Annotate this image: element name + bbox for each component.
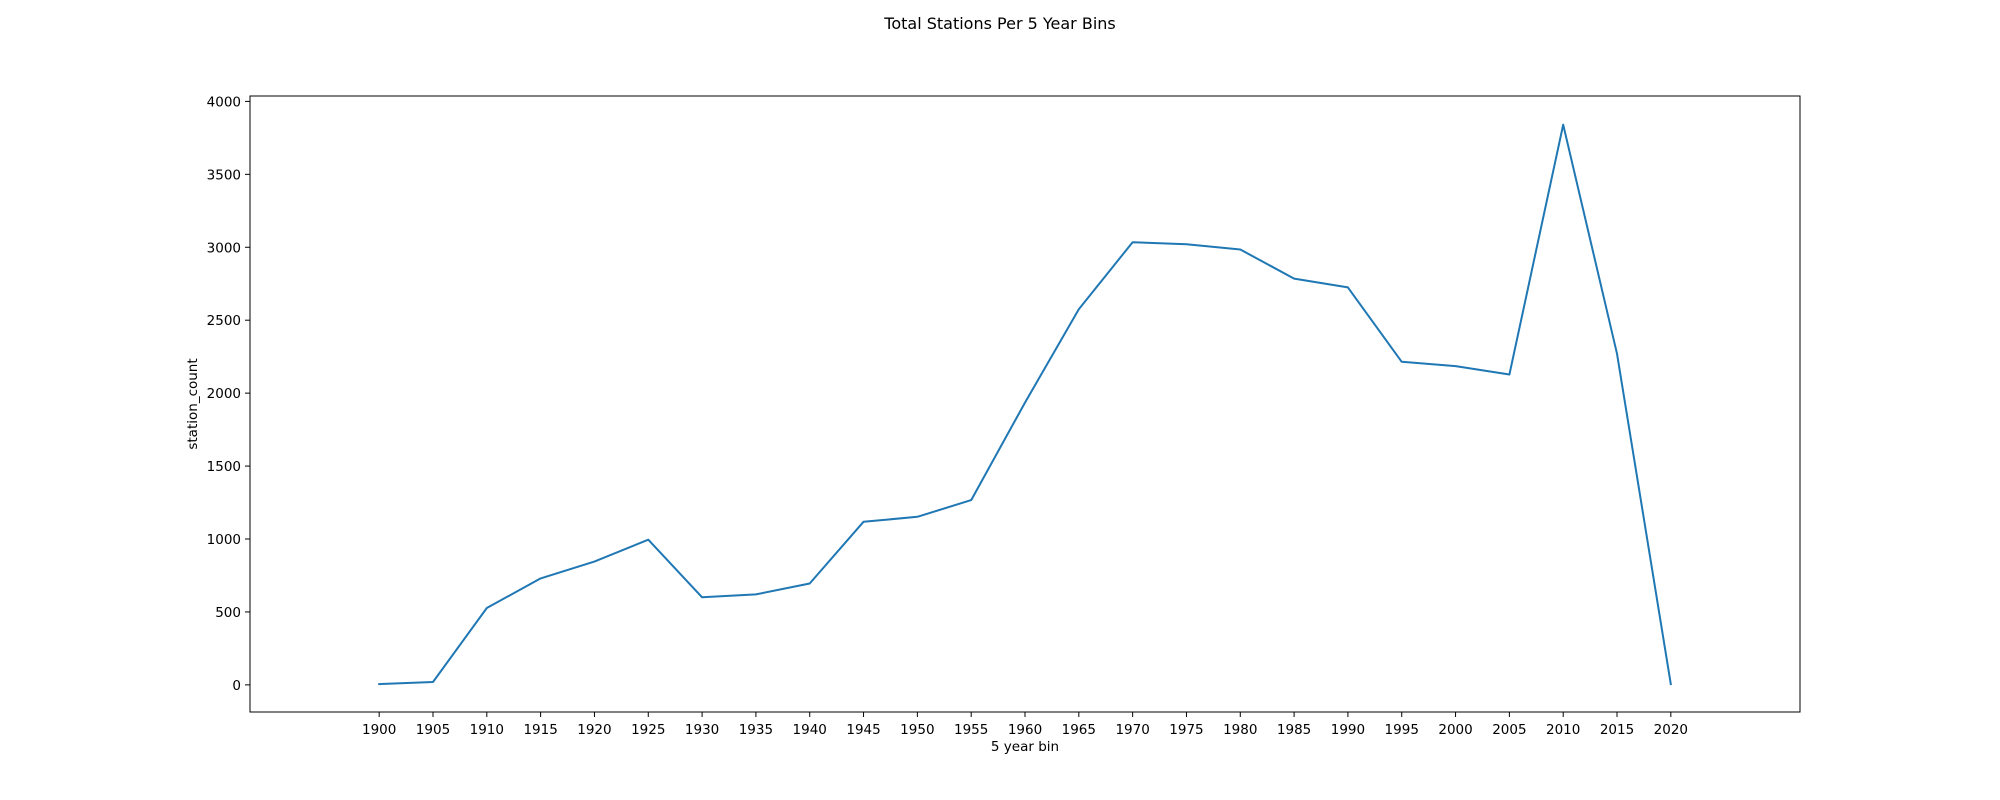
x-tick-label: 2015 — [1600, 722, 1634, 738]
x-tick-label: 1970 — [1115, 722, 1149, 738]
x-tick-label: 2005 — [1492, 722, 1526, 738]
x-tick-label: 2020 — [1654, 722, 1688, 738]
x-tick-label: 1965 — [1062, 722, 1096, 738]
y-tick-label: 500 — [215, 605, 241, 621]
y-axis-label: station_count — [185, 358, 201, 449]
x-tick-label: 1960 — [1008, 722, 1042, 738]
x-tick-label: 1900 — [362, 722, 396, 738]
x-tick-label: 1920 — [577, 722, 611, 738]
y-tick-label: 0 — [232, 678, 241, 694]
y-tick-label: 1500 — [207, 459, 241, 475]
y-tick-label: 4000 — [207, 94, 241, 110]
x-tick-label: 1995 — [1385, 722, 1419, 738]
x-axis: 1900 1905 1910 1915 1920 1925 1930 1935 1940 1945… — [362, 712, 1688, 738]
x-tick-label: 1945 — [846, 722, 880, 738]
chart-title: Total Stations Per 5 Year Bins — [883, 14, 1115, 33]
y-axis: 0 500 1000 1500 2000 2500 3000 3500 4000 — [207, 94, 250, 694]
series-layer — [378, 123, 1672, 686]
x-axis-label: 5 year bin — [991, 739, 1059, 755]
y-tick-label: 2000 — [207, 386, 241, 402]
x-tick-label: 1980 — [1223, 722, 1257, 738]
x-tick-label: 1990 — [1331, 722, 1365, 738]
y-tick-label: 3500 — [207, 167, 241, 183]
x-tick-label: 1955 — [954, 722, 988, 738]
plot-area: 1900 1905 1910 1915 1920 1925 1930 1935 1940 1945… — [207, 94, 1801, 738]
series-line — [378, 123, 1672, 686]
x-tick-label: 1940 — [793, 722, 827, 738]
y-tick-label: 2500 — [207, 313, 241, 329]
x-tick-label: 1925 — [631, 722, 665, 738]
y-tick-label: 1000 — [207, 532, 241, 548]
x-tick-label: 2010 — [1546, 722, 1580, 738]
x-tick-label: 1950 — [900, 722, 934, 738]
x-tick-label: 1975 — [1169, 722, 1203, 738]
x-tick-label: 2000 — [1438, 722, 1472, 738]
x-tick-label: 1905 — [416, 722, 450, 738]
y-tick-label: 3000 — [207, 240, 241, 256]
x-tick-label: 1915 — [523, 722, 557, 738]
x-tick-label: 1930 — [685, 722, 719, 738]
x-tick-label: 1985 — [1277, 722, 1311, 738]
x-tick-label: 1910 — [470, 722, 504, 738]
x-tick-label: 1935 — [739, 722, 773, 738]
